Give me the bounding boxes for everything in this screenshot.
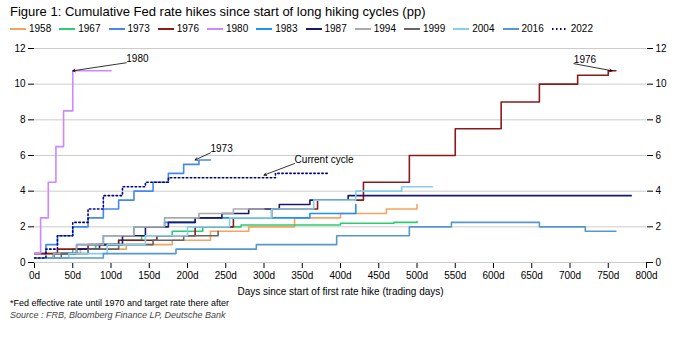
svg-text:200d: 200d	[176, 270, 198, 281]
svg-text:10: 10	[14, 78, 26, 89]
html-text:1958: 1958	[29, 23, 52, 34]
html-text:1967: 1967	[78, 23, 101, 34]
svg-text:10: 10	[656, 78, 668, 89]
svg-text:4: 4	[656, 185, 662, 196]
svg-text:2: 2	[20, 221, 26, 232]
svg-text:550d: 550d	[444, 270, 466, 281]
svg-text:6: 6	[656, 150, 662, 161]
svg-text:1976: 1976	[574, 54, 597, 65]
svg-text:350d: 350d	[291, 270, 313, 281]
svg-text:500d: 500d	[406, 270, 428, 281]
svg-text:1980: 1980	[126, 53, 149, 64]
svg-text:Current cycle: Current cycle	[295, 154, 354, 165]
svg-text:600d: 600d	[482, 270, 504, 281]
svg-text:12: 12	[656, 43, 668, 54]
svg-text:400d: 400d	[329, 270, 351, 281]
svg-text:50d: 50d	[64, 270, 81, 281]
svg-text:8: 8	[20, 114, 26, 125]
svg-text:700d: 700d	[559, 270, 581, 281]
svg-text:250d: 250d	[215, 270, 237, 281]
svg-text:6: 6	[20, 150, 26, 161]
svg-text:8: 8	[656, 114, 662, 125]
svg-text:750d: 750d	[597, 270, 619, 281]
html-text:2004: 2004	[472, 23, 495, 34]
svg-text:800d: 800d	[635, 270, 657, 281]
html-text:1999: 1999	[423, 23, 446, 34]
svg-text:100d: 100d	[100, 270, 122, 281]
html-text:2022: 2022	[570, 23, 593, 34]
html-text:1987: 1987	[324, 23, 347, 34]
svg-text:0: 0	[20, 257, 26, 268]
svg-text:12: 12	[14, 43, 26, 54]
svg-text:2: 2	[656, 221, 662, 232]
html-text:Source : FRB, Bloomberg Financ: Source : FRB, Bloomberg Finance LP, Deut…	[10, 310, 226, 320]
html-text:1973: 1973	[127, 23, 150, 34]
html-text:Figure 1: Cumulative Fed rate: Figure 1: Cumulative Fed rate hikes sinc…	[10, 4, 426, 19]
svg-text:300d: 300d	[253, 270, 275, 281]
svg-text:450d: 450d	[368, 270, 390, 281]
html-text:1994: 1994	[373, 23, 396, 34]
html-text:1983: 1983	[275, 23, 298, 34]
svg-text:0: 0	[656, 257, 662, 268]
svg-text:0d: 0d	[29, 270, 40, 281]
svg-text:1973: 1973	[210, 143, 233, 154]
html-text:1976: 1976	[176, 23, 199, 34]
html-text:2016: 2016	[521, 23, 544, 34]
svg-text:Days since start of first rate: Days since start of first rate hike (tra…	[237, 286, 443, 297]
html-text:*Fed effective rate until 1970: *Fed effective rate until 1970 and targe…	[10, 298, 229, 308]
svg-text:150d: 150d	[138, 270, 160, 281]
html-text:1980: 1980	[226, 23, 249, 34]
svg-text:4: 4	[20, 185, 26, 196]
svg-text:650d: 650d	[521, 270, 543, 281]
